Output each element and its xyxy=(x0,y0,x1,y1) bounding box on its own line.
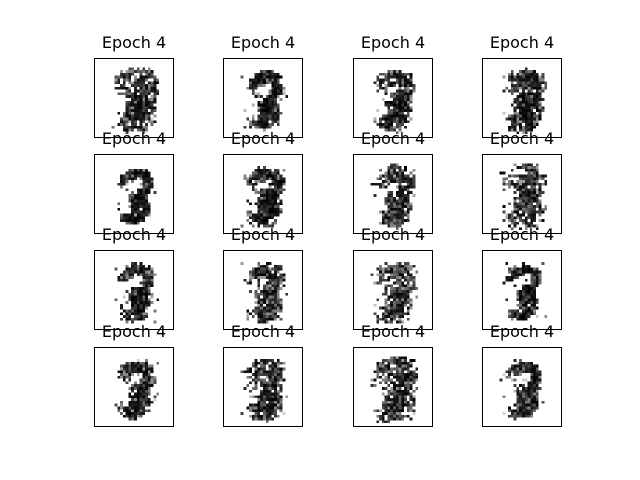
panel-title: Epoch 4 xyxy=(489,225,555,244)
panel-title: Epoch 4 xyxy=(489,129,555,148)
panel-title: Epoch 4 xyxy=(489,322,555,341)
sample-pixels xyxy=(499,359,545,421)
panel-title: Epoch 4 xyxy=(101,322,167,341)
panel-title: Epoch 4 xyxy=(230,33,296,52)
sample-pixels xyxy=(373,70,416,135)
sample-pixels xyxy=(370,163,416,231)
generated-sample-image xyxy=(94,58,174,138)
generated-sample-image xyxy=(94,154,174,234)
panel-title: Epoch 4 xyxy=(360,225,426,244)
sample-pixels xyxy=(370,356,419,424)
panel-title: Epoch 4 xyxy=(101,33,167,52)
generated-sample-image xyxy=(353,58,433,138)
generated-sample-image xyxy=(482,58,562,138)
generated-sample-image xyxy=(353,347,433,427)
sample-pixels xyxy=(499,163,548,231)
panel-title: Epoch 4 xyxy=(101,225,167,244)
panel-title: Epoch 4 xyxy=(230,322,296,341)
generated-sample-image xyxy=(353,154,433,234)
generated-sample-image xyxy=(94,347,174,427)
sample-pixels xyxy=(114,262,160,324)
generated-sample-image xyxy=(223,58,303,138)
panel-title: Epoch 4 xyxy=(489,33,555,52)
sample-pixels xyxy=(240,166,286,228)
generated-sample-image xyxy=(94,250,174,330)
sample-pixels xyxy=(240,70,289,132)
panel-title: Epoch 4 xyxy=(101,129,167,148)
generated-sample-image xyxy=(223,250,303,330)
panel-title: Epoch 4 xyxy=(360,322,426,341)
sample-pixels xyxy=(502,262,548,321)
sample-pixels xyxy=(370,262,419,324)
generated-sample-image xyxy=(223,154,303,234)
panel-title: Epoch 4 xyxy=(230,225,296,244)
sample-pixels xyxy=(114,359,160,421)
panel-title: Epoch 4 xyxy=(360,129,426,148)
generated-sample-image xyxy=(353,250,433,330)
generated-sample-image xyxy=(482,347,562,427)
sample-pixels xyxy=(240,359,289,424)
sample-pixels xyxy=(111,67,160,135)
generated-sample-image xyxy=(223,347,303,427)
panel-title: Epoch 4 xyxy=(230,129,296,148)
panel-title: Epoch 4 xyxy=(360,33,426,52)
sample-pixels xyxy=(117,168,157,225)
generated-sample-image xyxy=(482,154,562,234)
sample-pixels xyxy=(502,67,548,135)
sample-pixels xyxy=(240,262,289,324)
generated-sample-image xyxy=(482,250,562,330)
